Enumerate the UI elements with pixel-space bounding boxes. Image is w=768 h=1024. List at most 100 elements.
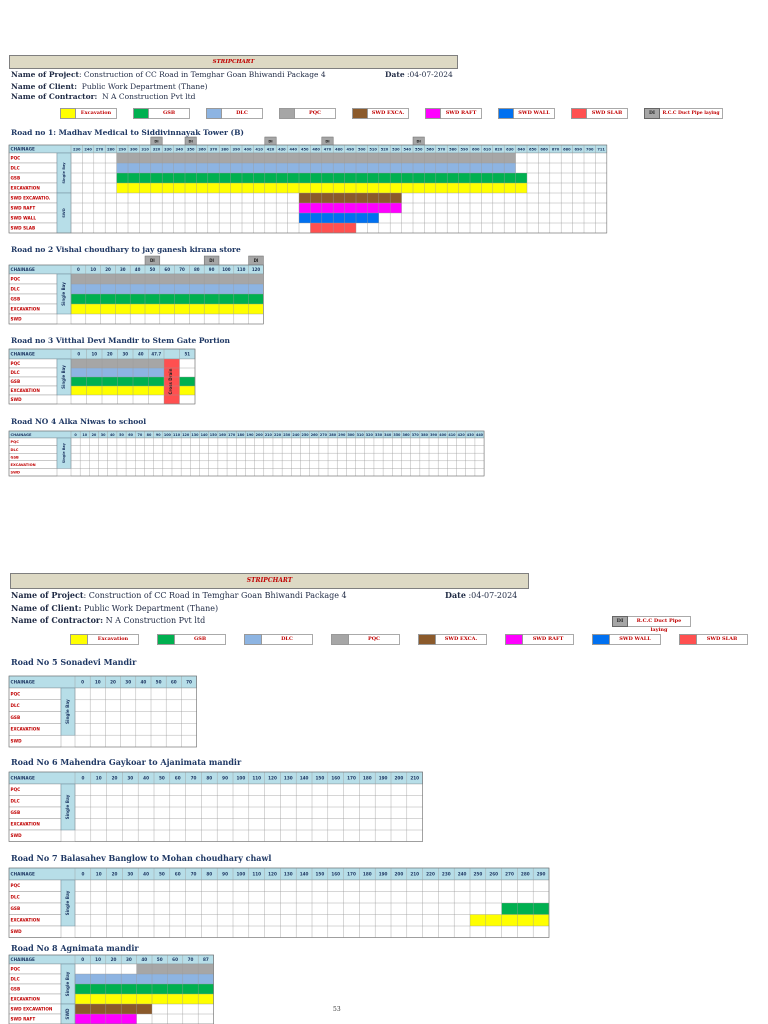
chainage-tick-label: 51 <box>184 351 190 356</box>
chainage-tick-label: 240 <box>458 871 467 876</box>
chainage-tick-label: 390 <box>430 433 438 437</box>
row-label-cell <box>8 202 58 214</box>
road-7-title: Road No 7 Balasahev Banglow to Mohan cho… <box>11 853 272 863</box>
grid-border <box>8 867 550 938</box>
chainage-header-label: CHAINAGE <box>11 872 36 877</box>
chainage-tick-label: 220 <box>426 871 435 876</box>
legend2-swatch <box>244 634 262 645</box>
chainage-tick-label: 570 <box>438 147 446 151</box>
road-1-grid: DI DI DI DI DI CHAINAGE 230 240 270 280 290 300 310 3… <box>8 136 608 234</box>
di-marker <box>412 136 425 146</box>
chainage-tick-label: 660 <box>540 147 548 151</box>
row-label-cell <box>8 303 58 315</box>
chainage-tick-label: 480 <box>335 147 343 151</box>
chainage-tick-label: 120 <box>268 775 277 780</box>
chainage-tick-label: 330 <box>164 147 172 151</box>
bay-group-label: SWD <box>62 208 66 218</box>
progress-fill <box>136 964 214 974</box>
chainage-tick-label: 250 <box>474 871 483 876</box>
chainage-tick-label: 380 <box>421 433 429 437</box>
row-label: PQC <box>11 787 21 792</box>
legend2-item: SWD SLAB <box>679 634 748 645</box>
chainage-tick-label: 370 <box>210 147 218 151</box>
chainage-tick-label: 40 <box>110 433 115 437</box>
road-4-grid: CHAINAGE 0 10 20 30 40 50 60 70 80 90 100 110 120 130 1… <box>8 430 485 477</box>
contractor-label: Name of Contractor: <box>11 92 98 101</box>
project-label: Name of Project <box>11 70 79 79</box>
row-label: GSB <box>11 906 21 911</box>
chainage-tick-label: 20 <box>112 871 118 876</box>
chainage-tick-label: 50 <box>159 775 165 780</box>
chainage-tick-label: 70 <box>188 957 194 962</box>
road-3-grid: CHAINAGE 0 10 20 30 40 47.7 51 Cross Drain PQC DLC… <box>8 348 196 405</box>
chainage-tick-label: 390 <box>233 147 241 151</box>
row-label: PQC <box>11 691 21 696</box>
row-label-cell <box>8 925 62 938</box>
progress-fill <box>116 183 527 193</box>
chainage-header-row <box>8 144 608 154</box>
client-line-2: Name of Client: Public Work Department (… <box>11 603 218 614</box>
chainage-tick-label: 100 <box>222 267 231 272</box>
progress-fill <box>470 914 549 926</box>
di-marker-label: DI <box>189 140 193 144</box>
bay-group-cell <box>56 192 72 234</box>
grid-body <box>71 153 607 233</box>
row-label: DLC <box>11 165 20 170</box>
road-8-title: Road No 8 Agnimata mandir <box>11 943 139 953</box>
row-label: SWD <box>11 397 23 402</box>
chainage-tick-label: 430 <box>467 433 475 437</box>
chainage-tick-label: 60 <box>128 433 133 437</box>
project-name-2: : Construction of CC Road in Temghar Goa… <box>83 591 347 600</box>
chainage-tick-label: 540 <box>404 147 412 151</box>
legend2-label: Excavation <box>88 634 139 645</box>
chainage-tick-label: 180 <box>363 871 372 876</box>
row-label-cell <box>8 818 62 831</box>
row-label: SWD WALL <box>11 215 37 220</box>
chainage-tick-label: 70 <box>137 433 142 437</box>
di-marker <box>321 136 334 146</box>
chainage-tick-label: 550 <box>415 147 423 151</box>
project-line-2: Name of Project: Construction of CC Road… <box>11 590 347 601</box>
row-label: EXCAVATION <box>11 185 41 190</box>
row-label-cell <box>8 445 58 454</box>
legend-sheet-2: Excavation GSB DLC PQC SWD EXCA. SWD RAFT SWD … <box>70 634 766 645</box>
row-label: SWD <box>11 471 21 475</box>
chainage-tick-label: 140 <box>300 871 309 876</box>
contractor-line: Name of Contractor: N A Construction Pvt… <box>11 91 195 102</box>
legend-item: PQC <box>279 108 336 119</box>
chainage-tick-label: 70 <box>179 267 185 272</box>
chainage-tick-label: 510 <box>369 147 377 151</box>
di-marker <box>144 255 161 266</box>
chainage-tick-label: 20 <box>111 957 117 962</box>
legend2-label: SWD RAFT <box>523 634 574 645</box>
chainage-header-label: CHAINAGE <box>11 957 36 962</box>
chainage-tick-label: 200 <box>395 775 404 780</box>
chainage-tick-label: 430 <box>278 147 286 151</box>
legend-swatch <box>279 108 295 119</box>
bay-group-cell <box>56 273 72 315</box>
chainage-tick-label: 490 <box>347 147 355 151</box>
legend2-item: DLC <box>244 634 313 645</box>
chainage-tick-label: 60 <box>171 679 177 684</box>
row-label-cell <box>8 313 58 325</box>
chainage-tick-label: 120 <box>182 433 190 437</box>
chainage-tick-label: 410 <box>448 433 456 437</box>
contractor-name: N A Construction Pvt ltd <box>102 92 196 101</box>
legend2-item: SWD EXCA. <box>418 634 487 645</box>
chainage-tick-label: 30 <box>125 679 131 684</box>
chainage-tick-label: 190 <box>246 433 254 437</box>
chainage-tick-label: 130 <box>284 775 293 780</box>
chainage-tick-label: 210 <box>410 775 419 780</box>
chainage-tick-label: 90 <box>156 433 161 437</box>
chainage-tick-label: 170 <box>228 433 236 437</box>
di-marker-label: DI <box>254 258 259 263</box>
progress-fill <box>71 294 264 304</box>
row-label-cell <box>8 460 58 469</box>
road-1-title: Road no 1: Madhav Medical to Siddivinnay… <box>11 128 244 137</box>
client-line: Name of Client: Public Work Department (… <box>11 81 208 92</box>
date-value: :04-07-2024 <box>404 70 453 79</box>
chainage-tick-label: 380 <box>221 147 229 151</box>
chainage-header-label: CHAINAGE <box>11 776 36 781</box>
di-marker <box>184 136 197 146</box>
bay-group-cell <box>60 879 76 927</box>
